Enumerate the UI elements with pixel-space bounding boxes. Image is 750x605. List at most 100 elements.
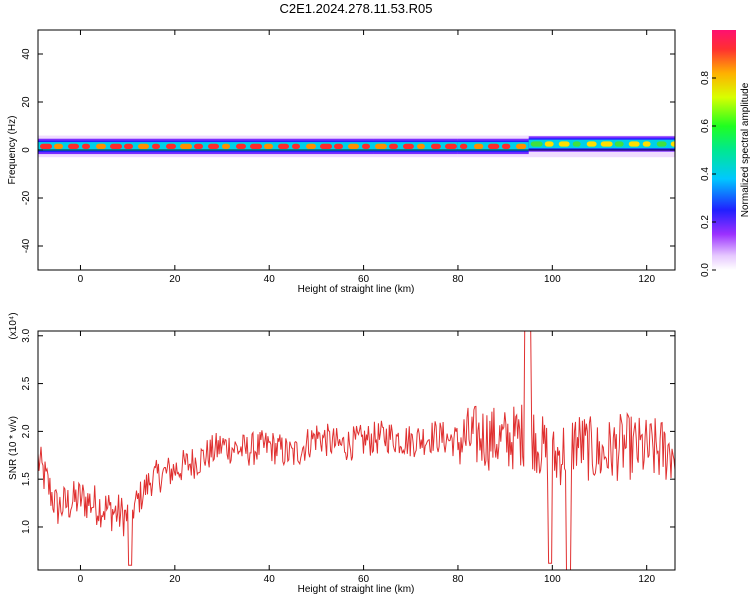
band-cyan — [373, 142, 458, 151]
snr-y-tick-label: 1.0 — [21, 520, 32, 534]
spectrogram-band — [457, 138, 529, 155]
band-core — [403, 143, 414, 150]
band-core — [389, 143, 398, 150]
spectrogram-band — [38, 138, 374, 155]
band-core — [375, 143, 387, 150]
band-core — [54, 143, 63, 150]
spectrogram-y-tick-label: 20 — [21, 96, 32, 108]
colorbar: 0.0 0.2 0.4 0.6 0.8 Normalized spectral ampl… — [700, 30, 750, 277]
band-core — [222, 143, 230, 150]
snr-series-line — [38, 331, 675, 570]
snr-x-tick-label: 40 — [264, 574, 276, 585]
spectrogram-band — [373, 138, 458, 155]
band-core — [445, 143, 457, 150]
band-core — [194, 143, 203, 150]
band-core — [670, 141, 675, 147]
spectrogram-x-tick-label: 120 — [638, 274, 655, 285]
band-core — [628, 141, 640, 147]
band-core — [586, 141, 597, 147]
spectrogram-heatmap — [38, 135, 675, 158]
band-core — [459, 143, 468, 150]
band-core — [68, 143, 79, 150]
band-core — [558, 141, 570, 147]
colorbar-tick-label: 0.8 — [700, 71, 711, 85]
snr-y-tick-label: 2.0 — [21, 424, 32, 438]
band-core — [348, 143, 359, 150]
band-core — [250, 143, 262, 150]
spectrogram-x-tick-label: 60 — [358, 274, 370, 285]
band-core — [180, 143, 192, 150]
band-core — [278, 143, 289, 150]
spectrogram-y-tick-label: 40 — [21, 48, 32, 60]
spectrogram-y-tick-label: -40 — [21, 238, 32, 253]
band-core — [600, 141, 613, 147]
band-core — [362, 143, 370, 150]
spectrogram-axes: 0 20 40 60 80 100 120 -40 -20 0 20 40 — [21, 30, 675, 285]
band-core — [96, 143, 106, 150]
snr-x-tick-label: 120 — [638, 574, 655, 585]
spectrogram-x-tick-label: 0 — [78, 274, 84, 285]
band-core — [292, 143, 300, 150]
snr-y-tick-label: 1.5 — [21, 472, 32, 486]
band-core — [530, 141, 543, 147]
band-core — [515, 143, 527, 150]
band-core — [487, 143, 500, 150]
band-core — [208, 143, 219, 150]
colorbar-tick-label: 0.6 — [700, 119, 711, 133]
band-core — [544, 141, 554, 147]
snr-x-tick-label: 0 — [78, 574, 84, 585]
band-core — [166, 143, 176, 150]
snr-x-tick-label: 20 — [169, 574, 181, 585]
spectrogram-x-tick-label: 20 — [169, 274, 181, 285]
colorbar-gradient — [712, 30, 736, 270]
spectrogram-panel: 0 20 40 60 80 100 120 -40 -20 0 20 40 Height of str… — [7, 29, 676, 295]
band-core — [82, 143, 90, 150]
spectrogram-y-label: Frequency (Hz) — [7, 116, 18, 185]
band-core — [236, 143, 246, 150]
spectrogram-x-tick-label: 80 — [452, 274, 464, 285]
spectrogram-band — [528, 136, 675, 152]
snr-x-tick-label: 80 — [452, 574, 464, 585]
band-core — [614, 141, 624, 147]
colorbar-label: Normalized spectral amplitude — [740, 82, 750, 217]
snr-y-tick-label: 3.0 — [21, 328, 32, 342]
band-core — [124, 143, 133, 150]
snr-frame — [37, 330, 676, 571]
spectrogram-x-tick-label: 40 — [264, 274, 276, 285]
colorbar-ticks: 0.0 0.2 0.4 0.6 0.8 — [700, 71, 716, 277]
band-core — [431, 143, 441, 150]
spectrogram-y-tick-label: 0 — [21, 147, 32, 153]
band-core — [264, 143, 273, 150]
snr-x-tick-label: 60 — [358, 574, 370, 585]
band-core — [40, 143, 52, 150]
band-cyan — [38, 142, 374, 151]
snr-y-exponent: (x10⁴) — [8, 312, 19, 339]
band-core — [320, 143, 332, 150]
colorbar-tick-label: 0.2 — [700, 215, 711, 229]
band-core — [110, 143, 122, 150]
snr-y-tick-label: 2.5 — [21, 376, 32, 390]
snr-x-tick-label: 100 — [544, 574, 561, 585]
band-core — [656, 141, 667, 147]
band-core — [642, 141, 651, 147]
snr-axes: 0 20 40 60 80 100 120 1.0 1.5 2.0 2.5 3.0 — [21, 328, 675, 585]
spectrogram-x-tick-label: 100 — [544, 274, 561, 285]
colorbar-tick-label: 0.4 — [700, 167, 711, 181]
band-core — [501, 143, 511, 150]
band-core — [572, 141, 581, 147]
snr-x-label: Height of straight line (km) — [298, 584, 415, 595]
snr-panel: 0 20 40 60 80 100 120 1.0 1.5 2.0 2.5 3.0 Height of… — [8, 312, 676, 595]
snr-y-label: SNR (10 * v/v) — [8, 416, 19, 480]
band-core — [152, 143, 160, 150]
spectrogram-y-tick-label: -20 — [21, 190, 32, 205]
band-core — [417, 143, 425, 150]
band-core — [138, 143, 149, 150]
spectrogram-x-label: Height of straight line (km) — [298, 284, 415, 295]
page-title: C2E1.2024.278.11.53.R05 — [280, 1, 433, 16]
band-core — [473, 143, 484, 150]
band-core — [306, 143, 316, 150]
colorbar-tick-label: 0.0 — [700, 263, 711, 277]
band-core — [334, 143, 343, 150]
